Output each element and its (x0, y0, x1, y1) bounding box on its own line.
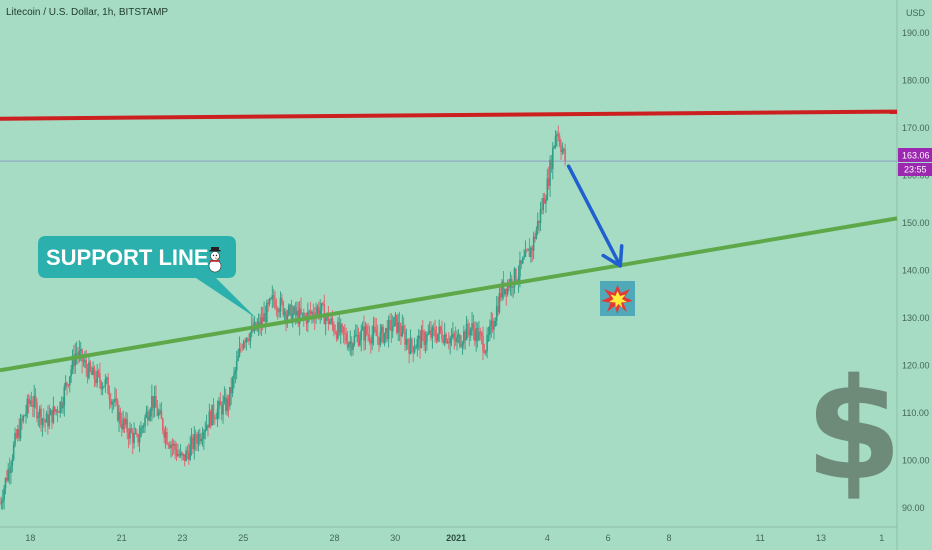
currency-label: USD (906, 8, 926, 18)
countdown-badge-value: 23:55 (904, 165, 927, 175)
x-tick-label: 21 (117, 533, 127, 543)
x-tick-label: 30 (390, 533, 400, 543)
x-tick-label: 6 (606, 533, 611, 543)
support-line[interactable] (0, 216, 898, 373)
x-tick-label: 18 (25, 533, 35, 543)
y-tick-label: 170.00 (902, 123, 930, 133)
y-tick-label: 150.00 (902, 218, 930, 228)
collision-marker-icon[interactable] (600, 281, 635, 316)
y-tick-label: 140.00 (902, 266, 930, 276)
x-tick-label: 1 (879, 533, 884, 543)
dollar-icon: $ (805, 349, 902, 512)
snowman-icon (208, 247, 222, 273)
x-tick-label: 25 (238, 533, 248, 543)
resistance-line[interactable] (0, 109, 898, 121)
x-tick-label: 2021 (446, 533, 466, 543)
price-badge-value: 163.06 (902, 151, 930, 161)
support-line-callout[interactable]: SUPPORT LINE (38, 236, 256, 318)
x-tick-label: 4 (545, 533, 550, 543)
arrow-head-icon (601, 244, 624, 268)
x-tick-label: 11 (755, 533, 764, 543)
y-tick-label: 120.00 (902, 361, 930, 371)
y-tick-label: 110.00 (902, 408, 929, 418)
y-tick-label: 190.00 (902, 28, 930, 38)
x-tick-label: 8 (666, 533, 671, 543)
x-axis-ticks: 18 21 23 25 28 30 2021 4 6 8 11 13 1 (25, 533, 884, 543)
callout-bubble (38, 236, 256, 318)
arrow-shaft (566, 164, 623, 268)
countdown-badge-bg (898, 163, 932, 176)
projection-arrow[interactable] (566, 164, 624, 268)
y-tick-label: 90.00 (902, 503, 925, 513)
x-tick-label: 23 (177, 533, 187, 543)
y-tick-label: 130.00 (902, 313, 930, 323)
chart-title: Litecoin / U.S. Dollar, 1h, BITSTAMP (6, 7, 168, 18)
x-tick-label: 28 (329, 533, 339, 543)
price-badge-bg (898, 148, 932, 162)
y-tick-label: 180.00 (902, 76, 930, 86)
price-badge: 163.06 23:55 (898, 148, 932, 176)
callout-label: SUPPORT LINE (46, 245, 209, 270)
y-tick-label: 100.00 (902, 456, 930, 466)
x-tick-label: 13 (816, 533, 826, 543)
